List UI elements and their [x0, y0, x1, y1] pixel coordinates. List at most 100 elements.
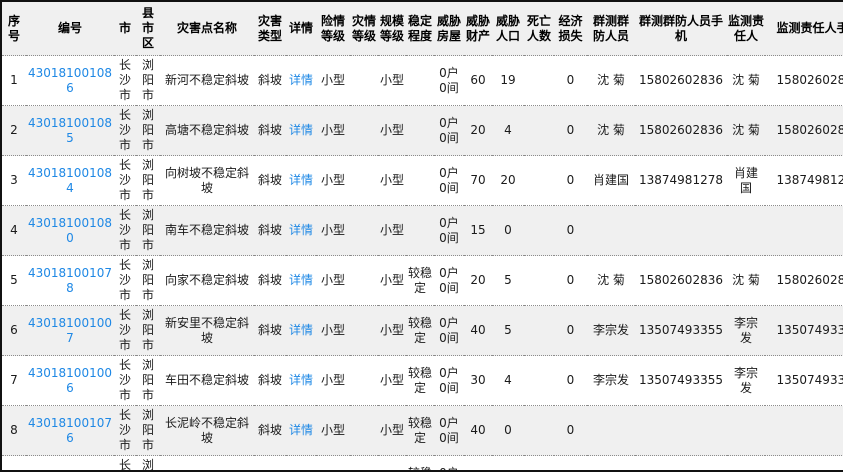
id-link[interactable]: 430181001084	[28, 165, 112, 195]
cell-loss: 0	[566, 223, 575, 237]
cell-group_phone: 15802602836	[639, 73, 723, 87]
detail-link[interactable]: 详情	[288, 73, 313, 87]
detail-link[interactable]: 详情	[288, 123, 313, 137]
cell-loss: 0	[566, 373, 575, 387]
cell-houses: 0户0间	[439, 165, 459, 195]
cell-danger: 小型	[320, 123, 345, 137]
cell-city: 长沙市	[118, 58, 131, 102]
cell-group_person: 肖建国	[592, 173, 629, 187]
cell-houses: 0户0间	[439, 315, 459, 345]
cell-population: 4	[504, 123, 512, 137]
detail-link[interactable]: 详情	[288, 273, 313, 287]
cell-property: 40	[470, 323, 486, 337]
col-header-monitor_phone: 监测责任人手机	[765, 2, 843, 56]
cell-property: 30	[470, 373, 486, 387]
cell-population: 5	[504, 323, 512, 337]
detail-link[interactable]: 详情	[288, 223, 313, 237]
id-link[interactable]: 430181001086	[28, 65, 112, 95]
cell-group_person: 李宗发	[592, 373, 629, 387]
cell-county: 浏阳市	[141, 208, 154, 252]
cell-type: 斜坡	[257, 373, 282, 387]
cell-property: 40	[470, 423, 486, 437]
detail-link[interactable]: 详情	[288, 423, 313, 437]
id-link[interactable]: 430181001076	[28, 415, 112, 445]
table-row: 5 430181001078 长沙市 浏阳市 向家不稳定斜坡 斜坡 详情 小型 小型 较稳定 0户0…	[2, 255, 843, 306]
id-link[interactable]: 430181001078	[28, 265, 112, 295]
cell-houses: 0户0间	[439, 65, 459, 95]
cell-group_phone: 13874981278	[639, 173, 723, 187]
col-header-serial: 序号	[2, 2, 26, 56]
cell-property: 15	[470, 223, 486, 237]
cell-monitor_phone: 15802602836	[776, 123, 843, 137]
cell-property: 70	[470, 173, 486, 187]
cell-scale: 小型	[380, 373, 405, 387]
cell-county: 浏阳市	[141, 358, 154, 402]
cell-monitor_person: 沈 菊	[732, 73, 760, 87]
table-row: 1 430181001086 长沙市 浏阳市 新河不稳定斜坡 斜坡 详情 小型 小型 0户0间 60…	[2, 55, 843, 106]
cell-danger: 小型	[320, 373, 345, 387]
cell-scale: 小型	[380, 423, 405, 437]
table-row: 长沙市浏阳市较稳定 0户0间	[2, 455, 843, 472]
cell-type: 斜坡	[257, 173, 282, 187]
cell-group_phone: 15802602836	[639, 273, 723, 287]
col-header-id: 编号	[26, 2, 114, 56]
cell-population: 0	[504, 423, 512, 437]
cell-name: 新安里不稳定斜坡	[164, 315, 249, 345]
cell-houses: 0户0间	[439, 415, 459, 445]
detail-link[interactable]: 详情	[288, 173, 313, 187]
table-row: 2 430181001085 长沙市 浏阳市 高塘不稳定斜坡 斜坡 详情 小型 小型 0户0间 20…	[2, 105, 843, 156]
id-link[interactable]: 430181001085	[28, 115, 112, 145]
cell-stability: 较稳定	[408, 315, 433, 345]
col-header-group_person: 群测群防人员	[587, 2, 635, 56]
cell-population: 20	[500, 173, 516, 187]
table-row: 4 430181001080 长沙市 浏阳市 南车不稳定斜坡 斜坡 详情 小型 小型 0户0间 15…	[2, 205, 843, 256]
cell-danger: 小型	[320, 323, 345, 337]
cell-group_person: 沈 菊	[597, 73, 625, 87]
cell-danger: 小型	[320, 273, 345, 287]
table-row: 3 430181001084 长沙市 浏阳市 向树坡不稳定斜坡 斜坡 详情 小型 小型 0户0间 7…	[2, 155, 843, 206]
cell-serial: 3	[10, 173, 18, 187]
cell-name: 高塘不稳定斜坡	[164, 123, 249, 137]
cell-monitor_phone: 13507493355	[776, 323, 843, 337]
cell-city: 长沙市	[118, 258, 131, 302]
cell-county: 浏阳市	[141, 458, 154, 472]
id-link[interactable]: 430181001007	[28, 315, 112, 345]
cell-monitor_person: 沈 菊	[732, 123, 760, 137]
cell-city: 长沙市	[118, 158, 131, 202]
cell-scale: 小型	[380, 273, 405, 287]
cell-danger: 小型	[320, 423, 345, 437]
cell-type: 斜坡	[257, 123, 282, 137]
cell-city: 长沙市	[118, 108, 131, 152]
col-header-scale: 规模等级	[378, 2, 406, 56]
cell-name: 南车不稳定斜坡	[164, 223, 249, 237]
cell-name: 新河不稳定斜坡	[164, 73, 249, 87]
col-header-disaster: 灾情等级	[350, 2, 378, 56]
detail-link[interactable]: 详情	[288, 373, 313, 387]
table-header-row: 序号 编号市县市区 灾害点名称 灾害类型 详情 险情等级 灾情等级 规模等级 稳定程度 威胁房屋威…	[2, 2, 843, 56]
id-link[interactable]: 430181001080	[28, 215, 112, 245]
col-header-type: 灾害类型	[254, 2, 286, 56]
col-header-loss: 经济损失	[554, 2, 587, 56]
cell-loss: 0	[566, 323, 575, 337]
detail-link[interactable]: 详情	[288, 323, 313, 337]
cell-population: 4	[504, 373, 512, 387]
cell-loss: 0	[566, 423, 575, 437]
cell-type: 斜坡	[257, 223, 282, 237]
cell-houses: 0户0间	[439, 215, 459, 245]
cell-city: 长沙市	[118, 308, 131, 352]
col-header-population: 威胁人口	[492, 2, 524, 56]
cell-name: 长泥岭不稳定斜坡	[164, 415, 249, 445]
cell-stability: 较稳定	[408, 466, 432, 471]
id-link[interactable]: 430181001006	[28, 365, 112, 395]
col-header-monitor_person: 监测责任人	[727, 2, 765, 56]
cell-scale: 小型	[380, 223, 405, 237]
cell-serial: 6	[10, 323, 18, 337]
cell-houses: 0户0间	[439, 365, 459, 395]
cell-monitor_person: 沈 菊	[732, 273, 760, 287]
cell-danger: 小型	[320, 173, 345, 187]
cell-monitor_person: 李宗发	[733, 365, 758, 395]
col-header-group_phone: 群测群防人员手机	[635, 2, 727, 56]
cell-city: 长沙市	[118, 458, 131, 472]
cell-serial: 7	[10, 373, 18, 387]
